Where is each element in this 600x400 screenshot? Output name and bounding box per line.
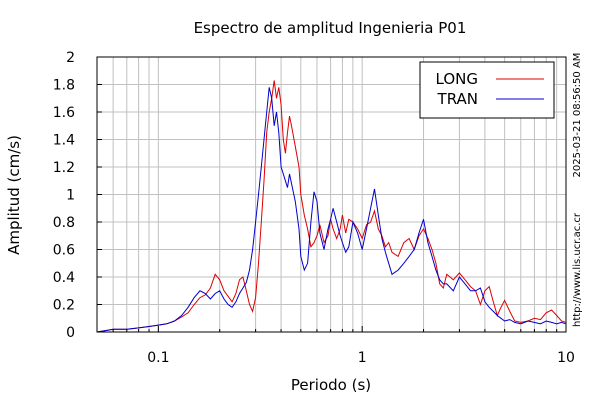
- y-tick-label: 0.6: [53, 243, 75, 259]
- y-tick-label: 0.4: [53, 270, 75, 286]
- series-line-long: [96, 80, 567, 333]
- series-line-tran: [96, 87, 567, 333]
- ticks-layer: 0.1 1 10 0 0.2 0.4 0.6 0.8 1 1.2 1.4 1.6 1.8 2: [53, 50, 575, 366]
- x-tick-label: 1: [358, 350, 367, 366]
- y-tick-label: 2: [66, 50, 75, 66]
- x-tick-label: 0.1: [147, 350, 169, 366]
- y-tick-label: 1.8: [53, 78, 75, 94]
- x-tick-label: 10: [557, 350, 575, 366]
- legend-label-long: LONG: [436, 70, 478, 88]
- chart-title: Espectro de amplitud Ingenieria P01: [194, 19, 467, 37]
- y-tick-label: 1: [66, 188, 75, 204]
- y-tick-label: 1.6: [53, 105, 75, 121]
- legend-label-tran: TRAN: [437, 90, 478, 108]
- series-layer: [96, 80, 567, 333]
- y-tick-label: 0: [66, 325, 75, 341]
- timestamp-label: 2025-03-21 08:56:50 AM: [572, 53, 583, 178]
- legend-box: [419, 61, 555, 119]
- legend: LONG TRAN: [419, 61, 555, 119]
- y-tick-label: 0.8: [53, 215, 75, 231]
- website-label: http://www.lis.ucr.ac.cr: [572, 212, 583, 327]
- y-axis-title: Amplitud (cm/s): [5, 135, 23, 255]
- y-tick-label: 1.2: [53, 160, 75, 176]
- y-tick-label: 0.2: [53, 298, 75, 314]
- y-tick-label: 1.4: [53, 133, 75, 149]
- x-axis-title: Periodo (s): [291, 376, 371, 394]
